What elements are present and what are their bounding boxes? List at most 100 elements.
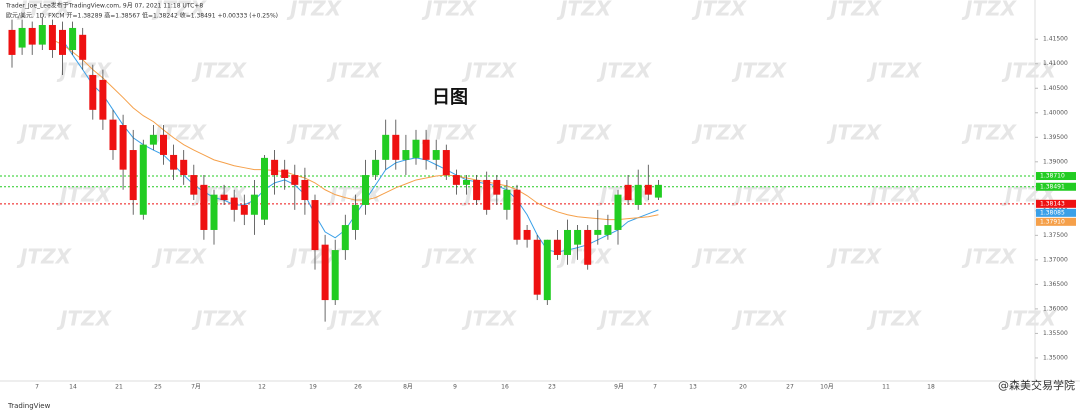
candle-body bbox=[230, 197, 238, 210]
candle-body bbox=[372, 159, 380, 176]
x-tick-label: 25 bbox=[154, 384, 162, 391]
watermark: JTZX bbox=[556, 0, 613, 21]
x-tick-label: 26 bbox=[354, 384, 362, 391]
x-tick-label: 7 bbox=[653, 384, 657, 391]
watermark: JTZX bbox=[691, 121, 748, 145]
candle-body bbox=[79, 34, 87, 60]
candle-body bbox=[281, 169, 289, 178]
x-tick-label: 27 bbox=[786, 384, 794, 391]
candle-body bbox=[291, 175, 299, 185]
watermark: JTZX bbox=[961, 0, 1018, 21]
candle-body bbox=[220, 194, 228, 201]
y-tick-label: 1.36500 bbox=[1043, 281, 1068, 288]
x-tick-label: 7 bbox=[35, 384, 39, 391]
candle-body bbox=[402, 150, 410, 160]
candle-body bbox=[513, 189, 521, 240]
x-tick-label: 9 bbox=[453, 384, 457, 391]
candle-body bbox=[180, 159, 188, 176]
candle-body bbox=[99, 79, 107, 120]
candle-body bbox=[170, 154, 178, 170]
x-tick-label: 9月 bbox=[614, 384, 624, 391]
candle-body bbox=[594, 229, 602, 235]
candle-body bbox=[523, 229, 531, 240]
watermark: JTZX bbox=[1001, 307, 1058, 331]
candle-body bbox=[392, 134, 400, 160]
x-tick-label: 20 bbox=[739, 384, 747, 391]
candle-body bbox=[543, 239, 551, 301]
y-tick-label: 1.39500 bbox=[1043, 134, 1068, 141]
candle-body bbox=[48, 25, 56, 51]
x-tick-label: 19 bbox=[309, 384, 317, 391]
watermark: JTZX bbox=[16, 245, 73, 269]
watermark: JTZX bbox=[691, 0, 748, 21]
candle-body bbox=[250, 194, 258, 215]
watermark: JTZX bbox=[826, 0, 883, 21]
watermark: JTZX bbox=[461, 59, 518, 83]
watermark: JTZX bbox=[286, 0, 343, 21]
watermark: JTZX bbox=[461, 307, 518, 331]
watermark: JTZX bbox=[866, 183, 923, 207]
candle-body bbox=[473, 179, 481, 201]
chart-title: 日图 bbox=[432, 87, 468, 108]
candle-body bbox=[301, 179, 309, 201]
candle-body bbox=[69, 27, 77, 51]
candle-body bbox=[553, 239, 561, 255]
candle-body bbox=[38, 25, 46, 45]
candle-body bbox=[412, 139, 420, 158]
x-tick-label: 12 bbox=[258, 384, 266, 391]
x-tick-label: 11 bbox=[882, 384, 890, 391]
watermark: JTZX bbox=[421, 0, 478, 21]
price-label-box bbox=[1036, 172, 1076, 181]
watermark: JTZX bbox=[961, 245, 1018, 269]
watermark: JTZX bbox=[596, 59, 653, 83]
x-tick-label: 10月 bbox=[820, 384, 834, 391]
candle-body bbox=[483, 179, 491, 210]
price-label-box bbox=[1036, 199, 1076, 208]
watermark: JTZX bbox=[151, 121, 208, 145]
candle-body bbox=[634, 184, 642, 205]
candle-body bbox=[574, 229, 582, 245]
x-tick-label: 21 bbox=[115, 384, 123, 391]
price-label-box bbox=[1036, 208, 1076, 217]
candle-body bbox=[271, 159, 279, 176]
candle-body bbox=[604, 225, 612, 235]
candle-body bbox=[190, 175, 198, 195]
x-tick-label: 23 bbox=[548, 384, 556, 391]
watermark: JTZX bbox=[191, 183, 248, 207]
candle-body bbox=[422, 139, 430, 160]
candle-body bbox=[240, 204, 248, 215]
subheader: 欧元/美元, 1D, FXCM 开=1.38289 高=1.38567 低=1.… bbox=[6, 12, 278, 20]
watermark: JTZX bbox=[326, 307, 383, 331]
candle-body bbox=[129, 150, 137, 201]
candle-body bbox=[8, 29, 16, 55]
candle-body bbox=[119, 125, 127, 170]
y-tick-label: 1.40000 bbox=[1043, 109, 1068, 116]
footer-credit: @森美交易学院 bbox=[998, 378, 1075, 392]
watermark: JTZX bbox=[16, 121, 73, 145]
candle-body bbox=[321, 244, 329, 301]
candle-body bbox=[463, 179, 470, 185]
y-tick-label: 1.41000 bbox=[1043, 60, 1068, 67]
x-tick-label: 18 bbox=[927, 384, 935, 391]
watermark: JTZX bbox=[691, 245, 748, 269]
candle-body bbox=[614, 194, 622, 230]
candle-body bbox=[109, 119, 117, 151]
watermark: JTZX bbox=[191, 59, 248, 83]
candle-body bbox=[261, 157, 268, 220]
candle-body bbox=[452, 175, 460, 185]
watermark: JTZX bbox=[596, 183, 653, 207]
y-tick-label: 1.36000 bbox=[1043, 305, 1068, 312]
watermark: JTZX bbox=[866, 307, 923, 331]
watermark: JTZX bbox=[731, 307, 788, 331]
candle-body bbox=[624, 184, 632, 201]
watermark: JTZX bbox=[866, 59, 923, 83]
candle-body bbox=[341, 225, 349, 251]
candle-body bbox=[644, 184, 652, 195]
y-tick-label: 1.35000 bbox=[1043, 354, 1068, 361]
watermark: JTZX bbox=[56, 307, 113, 331]
price-label: 1.38491 bbox=[1040, 183, 1065, 190]
candle-body bbox=[149, 134, 157, 145]
